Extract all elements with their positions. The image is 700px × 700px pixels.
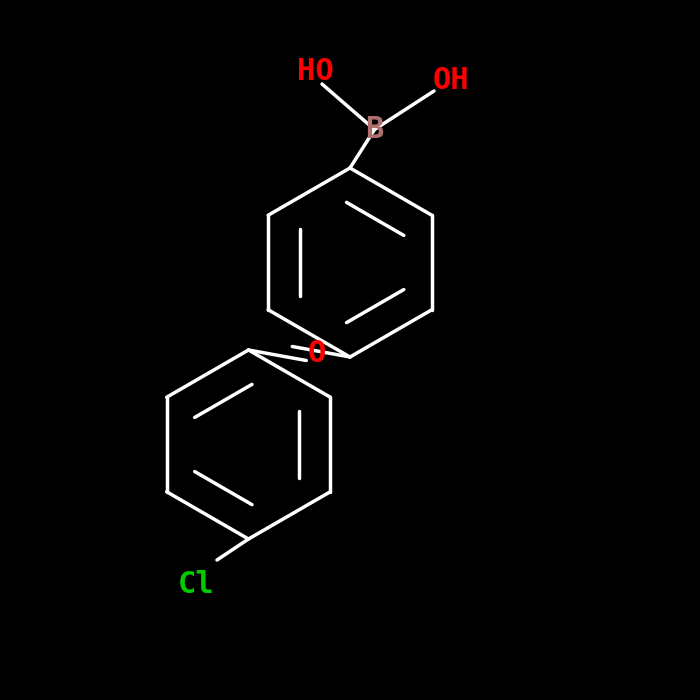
Text: B: B <box>365 115 384 144</box>
Text: O: O <box>307 339 326 368</box>
Text: OH: OH <box>433 66 470 95</box>
Text: Cl: Cl <box>178 570 214 599</box>
Text: HO: HO <box>297 57 333 86</box>
